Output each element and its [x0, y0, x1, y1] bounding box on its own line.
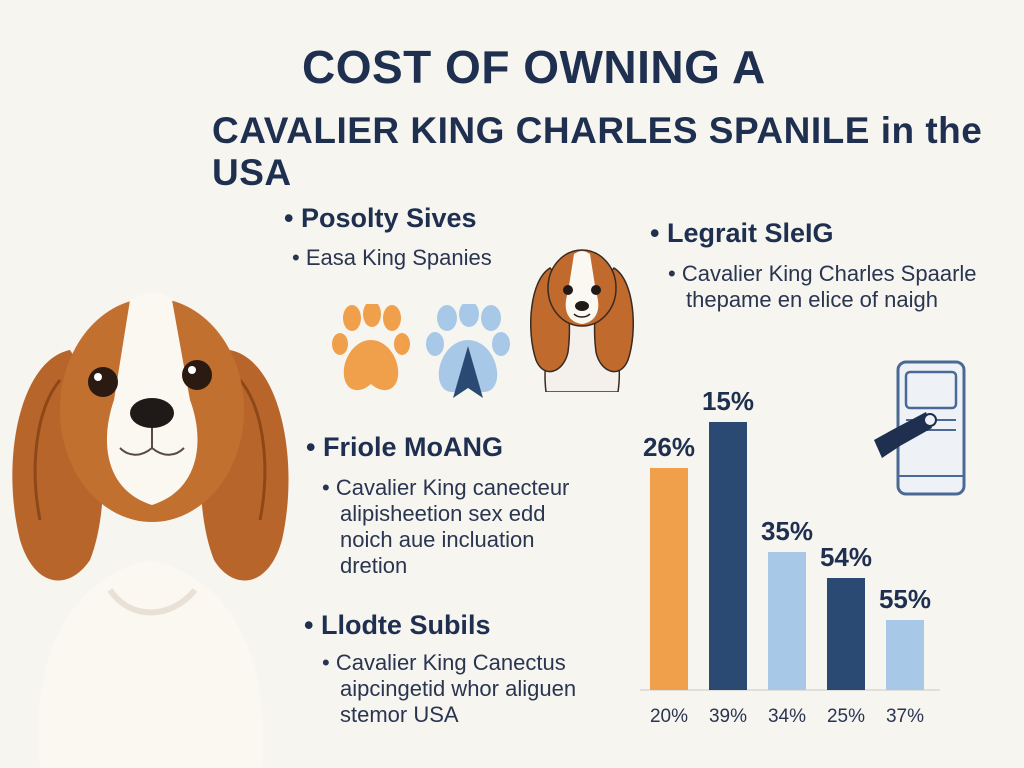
bar-value-label-2: 15%: [702, 386, 754, 416]
bar-3: [768, 552, 806, 690]
section-line: dretion: [340, 553, 408, 578]
section-heading-legrait-sleig: • Legrait SleIG: [650, 218, 834, 248]
section-line: noich aue incluation: [340, 527, 535, 552]
bar-value-label-3: 35%: [761, 516, 813, 546]
section-body-posolty-sives: • Easa King Spanies: [292, 245, 492, 271]
section-line: thepame en elice of naigh: [686, 287, 938, 312]
section-line: stemor USA: [340, 702, 459, 727]
cost-bar-chart: 26% 20% 15% 39% 35% 34% 54% 25% 55% 37%: [640, 386, 940, 727]
cavalier-illustration: [529, 249, 635, 392]
bar-4: [827, 578, 865, 690]
cavalier-photo: [12, 292, 289, 768]
bar-5: [886, 620, 924, 690]
section-line: alipisheetion sex edd: [340, 501, 546, 526]
x-tick-label-1: 20%: [650, 706, 688, 727]
orange-paw-icon: [332, 304, 410, 391]
bar-1: [650, 468, 688, 690]
bar-value-label-4: 54%: [820, 542, 872, 572]
section-line: • Cavalier King Charles Spaarle: [668, 261, 977, 286]
bar-2: [709, 422, 747, 690]
x-tick-label-3: 34%: [768, 706, 806, 727]
section-heading-friole-moang: • Friole MoANG: [306, 432, 503, 462]
x-tick-label-2: 39%: [709, 706, 747, 727]
section-line: aipcingetid whor aliguen: [340, 676, 577, 701]
device-icon: [874, 360, 966, 496]
section-body-legrait-sleig: • Cavalier King Charles Spaarle thepame …: [668, 261, 977, 313]
section-body-friole-moang: • Cavalier King canecteur alipisheetion …: [322, 475, 569, 579]
section-heading-llodte-subils: • Llodte Subils: [304, 610, 491, 640]
bar-value-label-5: 55%: [879, 584, 931, 614]
section-body-llodte-subils: • Cavalier King Canectus aipcingetid who…: [322, 650, 576, 728]
bar-value-label-1: 26%: [643, 432, 695, 462]
page-title-line1: COST OF OWNING A: [302, 41, 766, 93]
section-line: • Cavalier King canecteur: [322, 475, 570, 500]
x-tick-label-5: 37%: [886, 706, 924, 727]
x-tick-label-4: 25%: [827, 706, 865, 727]
section-heading-posolty-sives: • Posolty Sives: [284, 203, 477, 233]
section-line: • Cavalier King Canectus: [322, 650, 566, 675]
blue-paw-icon: [426, 304, 510, 398]
section-line: • Easa King Spanies: [292, 245, 492, 270]
page-title-line2: CAVALIER KING CHARLES SPANILE in the USA: [212, 110, 983, 193]
